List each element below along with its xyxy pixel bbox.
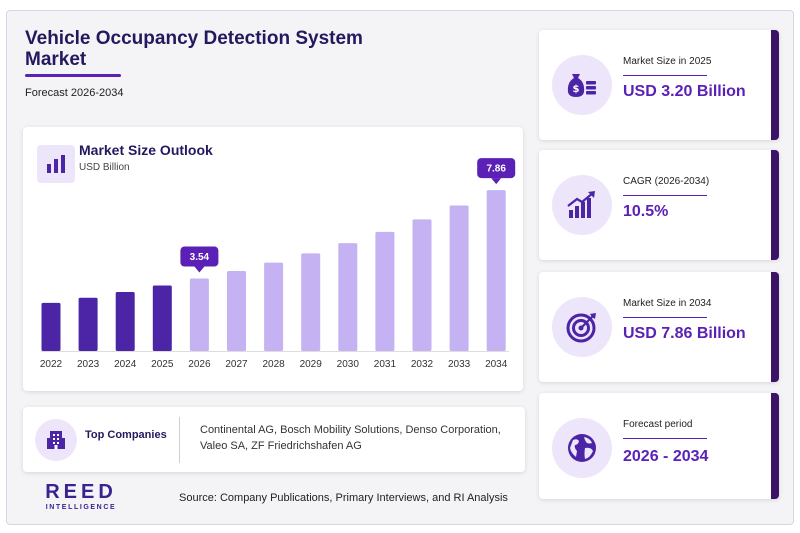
x-tick-label-2029: 2029 bbox=[300, 359, 323, 370]
svg-text:7.86: 7.86 bbox=[486, 164, 506, 175]
x-tick-label-2025: 2025 bbox=[151, 359, 174, 370]
chart-title: Market Size Outlook bbox=[79, 142, 213, 158]
bar-2026 bbox=[189, 278, 209, 351]
stat-card-cagr: CAGR (2026-2034) 10.5% bbox=[539, 150, 779, 260]
svg-text:$: $ bbox=[573, 84, 580, 95]
stat-value: 10.5% bbox=[623, 203, 669, 220]
bar-2032 bbox=[412, 219, 432, 351]
bar-chart-icon bbox=[37, 145, 75, 183]
bar-2030 bbox=[338, 243, 358, 351]
logo-main-text: REED bbox=[45, 481, 117, 503]
svg-text:3.54: 3.54 bbox=[190, 252, 210, 263]
stat-value: 2026 - 2034 bbox=[623, 448, 709, 465]
x-tick-label-2034: 2034 bbox=[485, 359, 508, 370]
bar-2028 bbox=[264, 262, 284, 351]
bar-2034 bbox=[486, 190, 506, 351]
stat-card-market-size-2034: Market Size in 2034 USD 7.86 Billion bbox=[539, 272, 779, 382]
top-companies-label: Top Companies bbox=[85, 429, 167, 441]
stat-divider bbox=[623, 317, 707, 318]
stat-divider bbox=[623, 75, 707, 76]
money-bag-icon: $ bbox=[552, 55, 612, 115]
x-tick-label-2024: 2024 bbox=[114, 359, 137, 370]
data-label-2026: 3.54 bbox=[180, 246, 219, 273]
title-line-2: Market bbox=[25, 49, 87, 70]
stat-value: USD 7.86 Billion bbox=[623, 325, 746, 342]
x-tick-label-2027: 2027 bbox=[225, 359, 248, 370]
globe-icon bbox=[552, 418, 612, 478]
data-label-2034: 7.86 bbox=[477, 158, 516, 185]
target-icon bbox=[552, 297, 612, 357]
bar-2029 bbox=[301, 253, 321, 351]
title-underline bbox=[25, 74, 121, 77]
growth-chart-icon bbox=[552, 175, 612, 235]
x-tick-label-2022: 2022 bbox=[40, 359, 63, 370]
x-tick-label-2032: 2032 bbox=[411, 359, 434, 370]
bar-2022 bbox=[41, 302, 61, 351]
bar-2033 bbox=[449, 205, 469, 351]
stat-label: Forecast period bbox=[623, 419, 693, 430]
page-subtitle: Forecast 2026-2034 bbox=[25, 87, 124, 99]
x-tick-label-2030: 2030 bbox=[337, 359, 360, 370]
stat-divider bbox=[623, 195, 707, 196]
building-icon bbox=[35, 419, 77, 461]
companies-divider bbox=[179, 417, 180, 463]
bar-2031 bbox=[375, 231, 395, 351]
title-line-1: Vehicle Occupancy Detection System bbox=[25, 28, 363, 49]
top-companies-card: Top Companies Continental AG, Bosch Mobi… bbox=[23, 407, 525, 472]
stat-label: CAGR (2026-2034) bbox=[623, 176, 710, 187]
x-tick-label-2023: 2023 bbox=[77, 359, 100, 370]
top-companies-list: Continental AG, Bosch Mobility Solutions… bbox=[200, 422, 510, 454]
chart-card: 2022 2023 2024 2025 2026 3.54 2027 2028 2029 2030… bbox=[23, 127, 523, 391]
reed-intelligence-logo: REED INTELLIGENCE bbox=[36, 482, 126, 511]
bar-2027 bbox=[227, 270, 246, 351]
stat-label: Market Size in 2034 bbox=[623, 298, 712, 309]
bar-2024 bbox=[115, 292, 135, 351]
x-tick-label-2031: 2031 bbox=[374, 359, 397, 370]
page-title: Vehicle Occupancy Detection System Marke… bbox=[25, 28, 425, 70]
companies-line-1: Continental AG, Bosch Mobility Solutions… bbox=[200, 424, 501, 436]
companies-line-2: Valeo SA, ZF Friedrichshafen AG bbox=[200, 440, 362, 452]
stat-value: USD 3.20 Billion bbox=[623, 83, 746, 100]
x-tick-label-2028: 2028 bbox=[262, 359, 285, 370]
bar-2023 bbox=[78, 297, 98, 351]
chart-unit: USD Billion bbox=[79, 162, 130, 173]
stat-divider bbox=[623, 438, 707, 439]
bar-2025 bbox=[152, 285, 172, 351]
logo-sub-text: INTELLIGENCE bbox=[45, 504, 117, 511]
x-tick-label-2026: 2026 bbox=[188, 359, 211, 370]
x-tick-label-2033: 2033 bbox=[448, 359, 471, 370]
bar-chart: 2022 2023 2024 2025 2026 3.54 2027 2028 2029 2030… bbox=[40, 158, 516, 370]
source-note: Source: Company Publications, Primary In… bbox=[179, 492, 508, 504]
stat-card-market-size-2025: $ Market Size in 2025 USD 3.20 Billion bbox=[539, 30, 779, 140]
stat-card-forecast-period: Forecast period 2026 - 2034 bbox=[539, 393, 779, 499]
stat-label: Market Size in 2025 bbox=[623, 56, 712, 67]
